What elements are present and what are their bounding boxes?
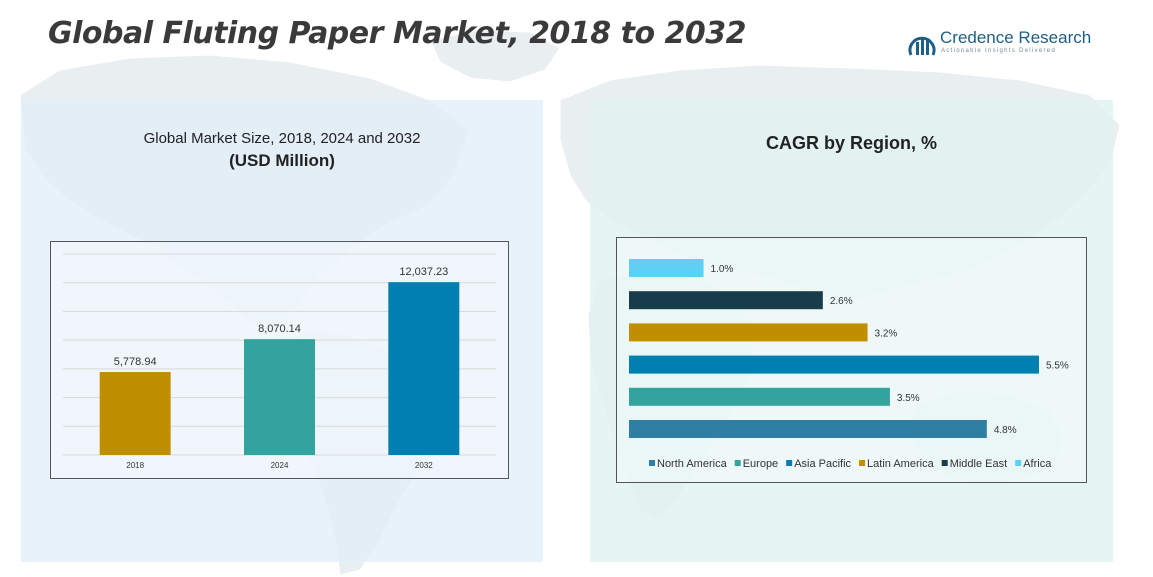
cagr-panel: CAGR by Region, % 4.8% 3.5% 5.5% 3.2% 2.6% 1.… xyxy=(590,100,1113,562)
market-size-bar-chart: 5,778.94 2018 8,070.14 2024 12,037.23 2032 xyxy=(63,253,496,470)
legend-swatch-north-america xyxy=(649,460,655,466)
bar-latin-america xyxy=(629,323,868,342)
bar-europe xyxy=(629,387,890,406)
market-size-unit: (USD Million) xyxy=(229,151,335,170)
legend-swatch-europe xyxy=(734,460,741,466)
data-label-2018: 5,778.94 xyxy=(114,356,157,368)
cagr-bar-chart: 4.8% 3.5% 5.5% 3.2% 2.6% 1.0% North America Eur… xyxy=(629,259,1069,470)
bar-2024 xyxy=(244,339,315,455)
cagr-title: CAGR by Region, % xyxy=(765,133,937,153)
data-label-2024: 8,070.14 xyxy=(258,323,301,335)
market-size-panel: Global Market Size, 2018, 2024 and 2032 … xyxy=(21,100,543,562)
bar-2018 xyxy=(99,372,171,455)
logo-mark-icon xyxy=(908,36,936,56)
market-size-chart-frame: 5,778.94 2018 8,070.14 2024 12,037.23 2032 xyxy=(50,241,509,479)
data-label-europe: 3.5% xyxy=(897,393,920,404)
legend-swatch-africa xyxy=(1015,460,1022,466)
market-size-subtitle: Global Market Size, 2018, 2024 and 2032 xyxy=(143,130,421,147)
x-tick-label-2032: 2032 xyxy=(415,461,433,470)
legend-swatch-latin-america xyxy=(859,460,866,466)
data-label-north-america: 4.8% xyxy=(994,425,1017,436)
bar-north-america xyxy=(629,420,987,438)
page-title: Global Fluting Paper Market, 2018 to 203… xyxy=(48,16,747,51)
bar-africa xyxy=(629,259,704,277)
cagr-chart-frame: 4.8% 3.5% 5.5% 3.2% 2.6% 1.0% North America Eur… xyxy=(616,237,1087,483)
legend-label-asia-pacific: Asia Pacific xyxy=(794,458,851,470)
data-label-2032: 12,037.23 xyxy=(399,266,448,278)
logo-tagline: Actionable Insights Delivered xyxy=(941,48,1057,54)
x-tick-label-2018: 2018 xyxy=(126,461,144,470)
x-tick-label-2024: 2024 xyxy=(271,461,289,470)
legend-label-europe: Europe xyxy=(743,458,778,470)
legend-label-middle-east: Middle East xyxy=(950,458,1007,470)
data-label-middle-east: 2.6% xyxy=(830,296,853,307)
legend-label-africa: Africa xyxy=(1023,458,1052,470)
data-label-latin-america: 3.2% xyxy=(875,328,898,339)
legend-label-latin-america: Latin America xyxy=(867,458,935,470)
bar-asia-pacific xyxy=(629,355,1039,374)
data-label-africa: 1.0% xyxy=(711,264,734,275)
logo-name: Credence Research xyxy=(940,28,1092,47)
brand-logo: Credence Research Actionable Insights De… xyxy=(908,28,1098,60)
bar-middle-east xyxy=(629,291,823,310)
bar-2032 xyxy=(388,282,460,455)
data-label-asia-pacific: 5.5% xyxy=(1046,361,1069,372)
legend-label-north-america: North America xyxy=(657,458,728,470)
legend-swatch-asia-pacific xyxy=(786,460,793,466)
legend-swatch-middle-east xyxy=(941,460,948,466)
